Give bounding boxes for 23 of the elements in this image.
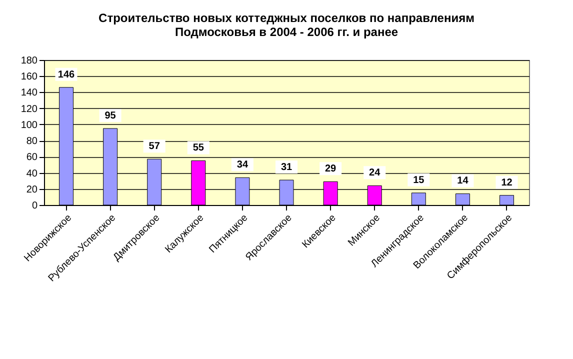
data-label: 14 [457, 176, 469, 187]
data-label: 12 [501, 177, 513, 188]
y-tick-label: 120 [20, 104, 38, 115]
y-tick-label: 0 [32, 200, 38, 212]
data-label: 34 [236, 160, 248, 171]
y-tick-label: 160 [20, 72, 38, 83]
data-label: 31 [280, 162, 292, 174]
data-label: 55 [192, 142, 204, 154]
y-tick-label: 80 [26, 136, 38, 148]
y-tick-label: 60 [26, 152, 38, 164]
y-tick-label: 180 [20, 56, 38, 66]
data-label: 24 [369, 168, 381, 179]
data-label: 146 [58, 69, 76, 80]
data-label: 29 [324, 164, 337, 175]
text: Подмосковья в 2004 - 2006 гг. и ранее [174, 25, 398, 39]
y-tick-label: 40 [26, 168, 38, 180]
y-tick-label: 20 [26, 184, 38, 196]
data-label: 15 [413, 174, 425, 186]
data-label: 57 [148, 141, 160, 152]
data-label: 95 [104, 110, 116, 122]
y-tick-label: 100 [20, 120, 38, 131]
y-tick-label: 140 [20, 88, 38, 99]
text: Строительство новых коттеджных поселков по направлениям [98, 11, 474, 25]
